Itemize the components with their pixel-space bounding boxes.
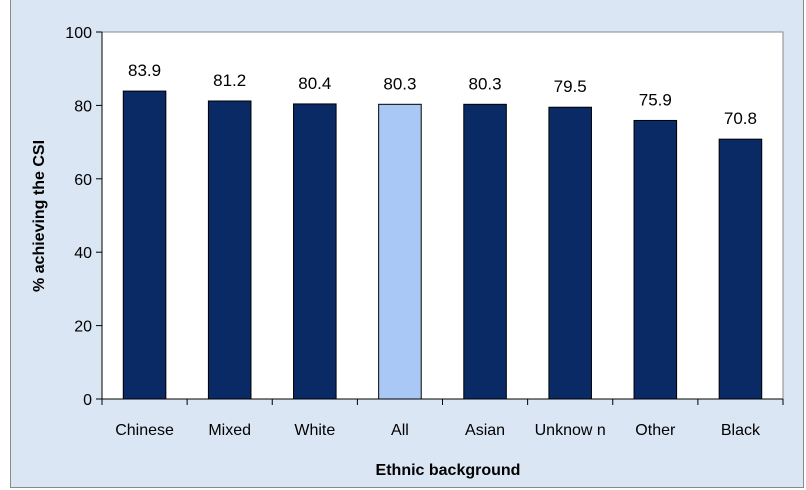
y-tick-label: 100 xyxy=(65,25,92,42)
x-tick-label: Other xyxy=(635,422,676,439)
y-tick-label: 60 xyxy=(74,172,92,189)
bar-unknow-n xyxy=(548,106,592,400)
bar-asian xyxy=(463,103,507,400)
bar-black xyxy=(718,138,763,400)
x-tick-label: White xyxy=(294,422,335,439)
value-label: 80.3 xyxy=(469,74,502,93)
value-label: 81.2 xyxy=(213,71,246,90)
value-label: 79.5 xyxy=(554,77,587,96)
bar-white xyxy=(293,103,337,400)
x-axis-title: Ethnic background xyxy=(376,462,521,479)
x-tick-label: Black xyxy=(721,422,761,439)
y-tick-label: 40 xyxy=(74,245,92,262)
x-tick-label: Mixed xyxy=(208,422,251,439)
x-axis: Chinese Mixed White All Asian Unknow n Other Bl… xyxy=(101,398,784,439)
x-tick-label: Chinese xyxy=(115,422,174,439)
y-tick-label: 80 xyxy=(74,98,92,115)
y-axis: 0 20 40 60 80 100 xyxy=(65,25,103,409)
y-tick-label: 0 xyxy=(83,392,92,409)
value-label: 83.9 xyxy=(128,61,161,80)
y-axis-title: % achieving the CSI xyxy=(31,140,48,292)
value-labels: 83.9 81.2 80.4 80.3 80.3 79.5 75.9 70.8 xyxy=(128,61,757,128)
x-tick-label: All xyxy=(391,422,409,439)
bar-all xyxy=(378,103,422,400)
bar-chinese xyxy=(122,90,167,400)
plot-area xyxy=(101,31,784,400)
value-label: 80.4 xyxy=(298,74,331,93)
bar-other xyxy=(633,119,678,400)
value-label: 75.9 xyxy=(639,90,672,109)
x-tick-label: Asian xyxy=(465,422,505,439)
bars xyxy=(122,90,763,400)
value-label: 80.3 xyxy=(383,74,416,93)
y-tick-label: 20 xyxy=(74,319,92,336)
value-label: 70.8 xyxy=(724,109,757,128)
x-tick-label: Unknow n xyxy=(535,422,606,439)
bar-mixed xyxy=(207,100,252,400)
